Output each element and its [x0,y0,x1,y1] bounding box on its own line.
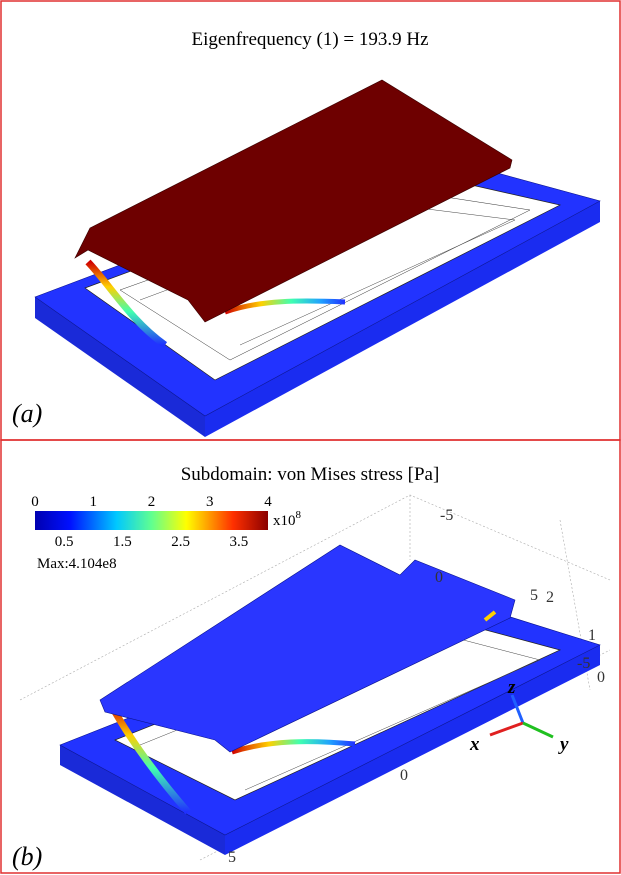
axis-tick-label: 5 [530,587,538,604]
triad-label: z [507,677,516,698]
panel-label: (a) [12,399,42,428]
colorbar-tick-label: 2.5 [171,534,190,550]
triad-y [523,723,553,737]
axis-tick-label: 5 [228,849,236,866]
axis-tick-label: -5 [440,507,453,524]
colorbar-tick-label: 0 [31,494,39,510]
colorbar-max: Max:4.104e8 [37,556,117,572]
colorbar-tick-label: 2 [148,494,156,510]
panel-title: Subdomain: von Mises stress [Pa] [181,464,440,485]
colorbar-tick-label: 3 [206,494,214,510]
panel-label: (b) [12,842,42,871]
panel-b-model [20,495,610,860]
figure: Eigenfrequency (1) = 193.9 Hz (a) Subdom… [0,0,621,875]
colorbar-tick-label: 0.5 [55,534,74,550]
panel-a-model [35,80,600,437]
axis-tick-label: 0 [435,569,443,586]
triad-label: y [558,734,569,755]
triad-label: x [469,734,480,755]
axis-tick-label: -5 [577,655,590,672]
multiplier-base: x10 [273,513,296,529]
colorbar-tick-label: 3.5 [230,534,249,550]
colorbar-tick-label: 1 [90,494,98,510]
panel-title: Eigenfrequency (1) = 193.9 Hz [191,29,428,50]
axis-tick-label: 0 [400,767,408,784]
colorbar [35,511,268,530]
colorbar-tick-label: 4 [264,494,272,510]
triad-x [490,723,523,735]
multiplier-exponent: 8 [296,509,302,521]
colorbar-tick-label: 1.5 [113,534,132,550]
axis-tick-label: 2 [546,589,554,606]
axis-tick-label: 0 [597,669,605,686]
axis-tick-label: 1 [588,627,596,644]
colorbar-multiplier: x108 [273,509,302,529]
